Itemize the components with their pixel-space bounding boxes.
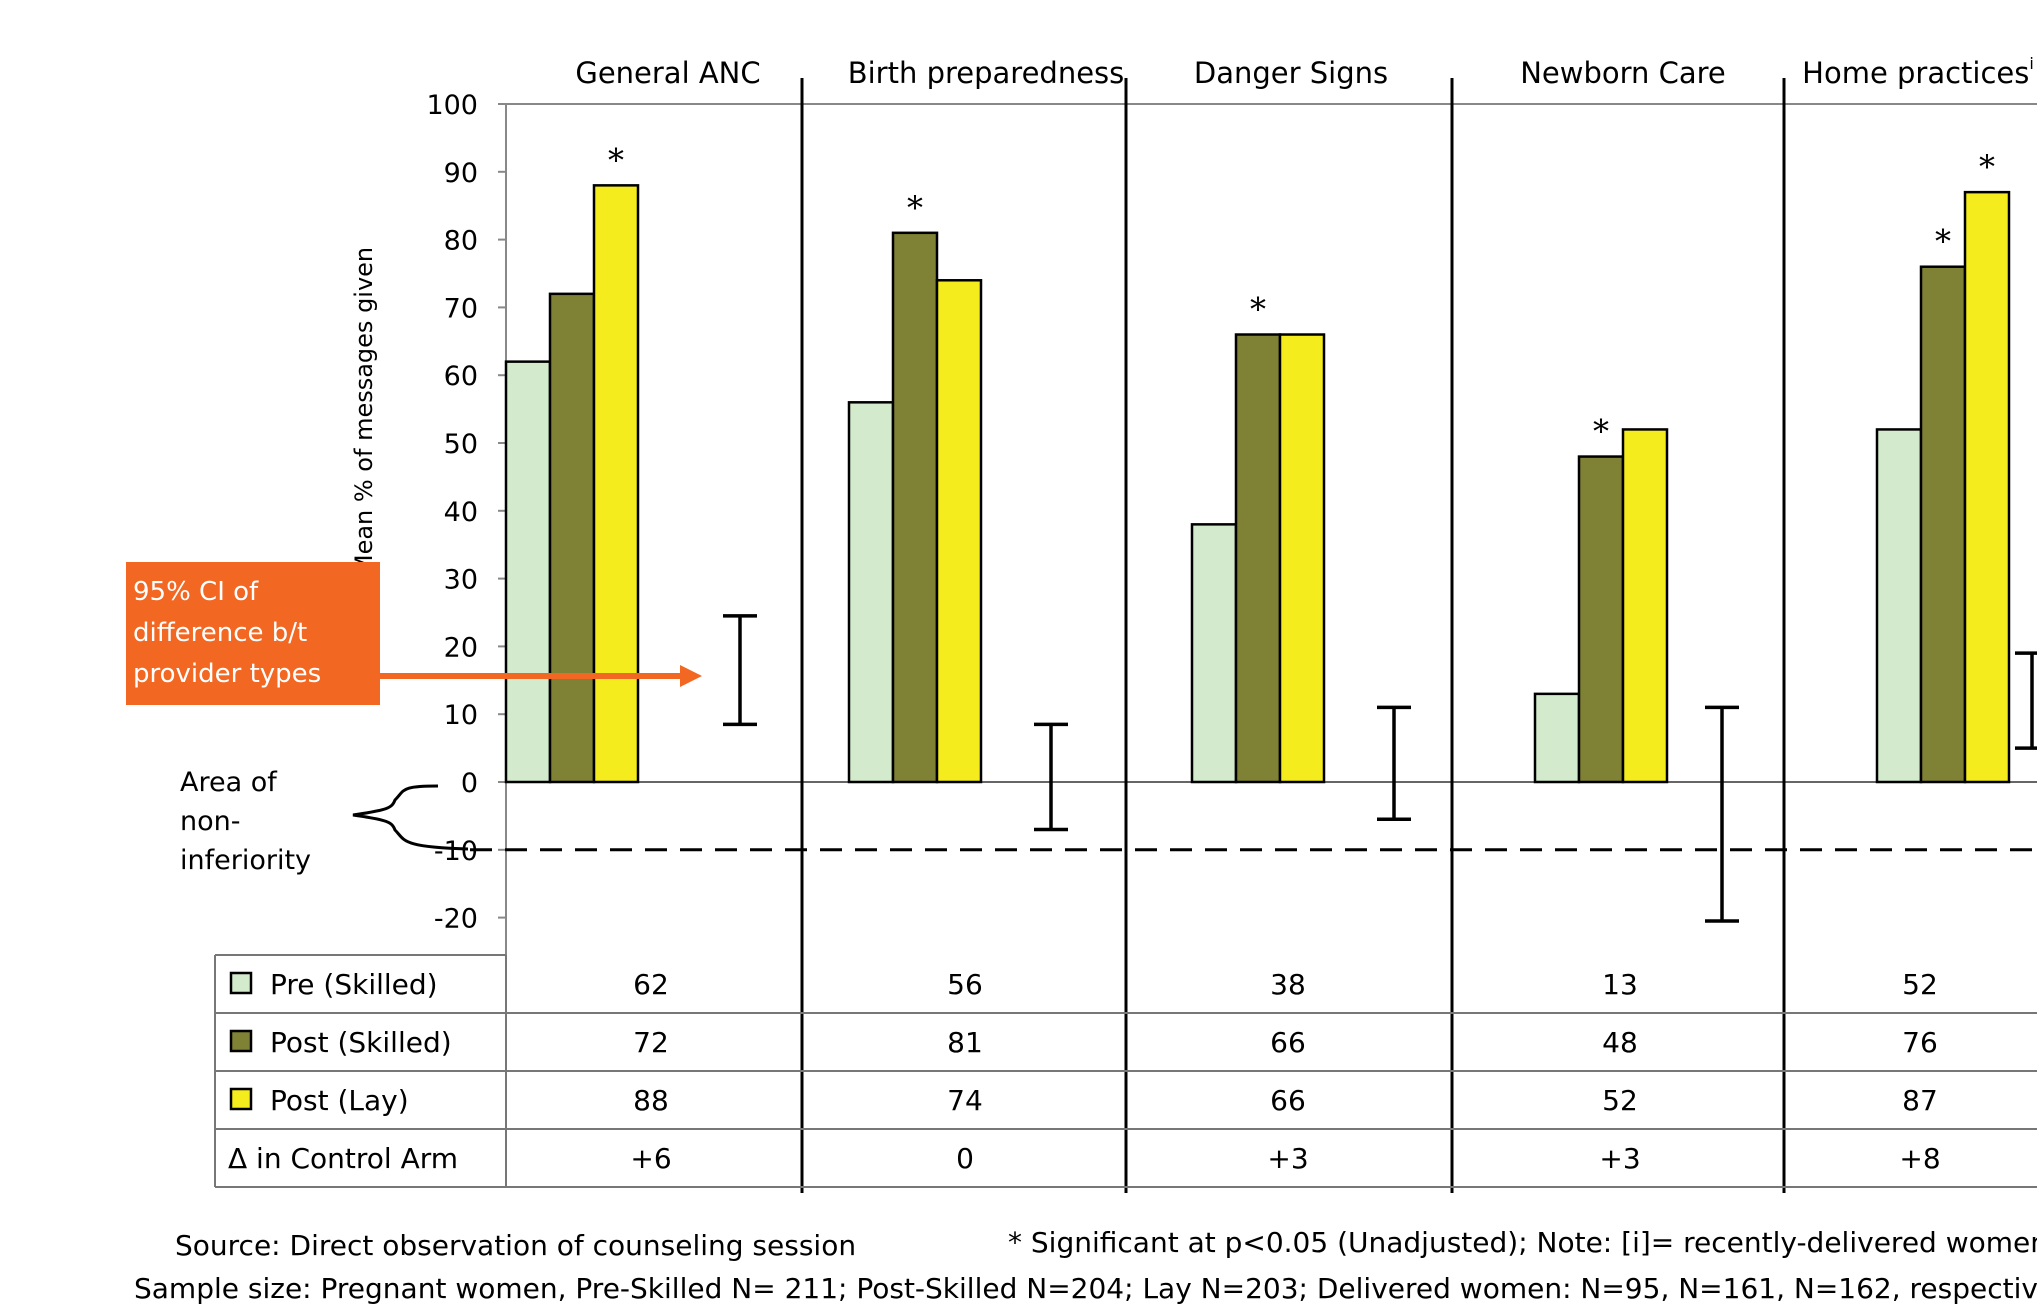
table-cell: 38 [1270,968,1306,1001]
bar [935,279,983,784]
ci-note-line: difference b/t [133,618,308,648]
y-tick-label: 40 [444,497,478,528]
non-inferiority-brace [352,784,469,851]
significance-mark: * [608,141,624,179]
y-tick-label: 20 [444,632,478,663]
footer-significance: * Significant at p<0.05 (Unadjusted); No… [1008,1226,2037,1259]
bar [1621,428,1669,784]
category-title: General ANC [575,56,760,90]
text-layer: -20 -10 0 10 20 30 40 50 60 70 80 90 100 Mean % of me… [350,54,2034,935]
table-cell: 81 [947,1026,983,1059]
bar [891,231,939,784]
legend-swatch [229,971,253,995]
y-tick-label: 70 [444,293,478,324]
bar [1577,455,1625,784]
table-cell: 52 [1602,1084,1638,1117]
table-cell: 56 [947,968,983,1001]
table-cell: 62 [633,968,669,1001]
footer-source: Source: Direct observation of counseling… [175,1229,857,1262]
y-tick-label: -20 [434,904,478,935]
table-cell: +6 [630,1142,671,1175]
category-title: Newborn Care [1520,56,1726,90]
bar [1963,190,2011,784]
table-cell: +3 [1599,1142,1640,1175]
bar [1234,333,1282,784]
bar [1533,692,1581,784]
table-cell: +3 [1267,1142,1308,1175]
significance-mark: * [1935,223,1951,261]
table-cell: 76 [1902,1026,1938,1059]
table-cell: 52 [1902,968,1938,1001]
y-tick-label: 60 [444,361,478,392]
legend-swatch [229,1029,253,1053]
table-row-label: Δ in Control Arm [228,1142,458,1175]
area-label-line: Area of [180,767,277,798]
significance-mark: * [907,189,923,227]
bar [592,184,640,784]
y-tick-label: 100 [426,90,478,121]
area-label-line: non- [180,806,241,837]
category-title: Danger Signs [1194,56,1388,90]
table-cell: 74 [947,1084,983,1117]
bar-layer [504,184,2011,784]
category-title: Birth preparedness [848,56,1125,90]
table-cell: 66 [1270,1026,1306,1059]
table-cell: 88 [633,1084,669,1117]
ci-note-line: 95% CI of [133,577,259,607]
legend-swatch [229,1087,253,1111]
ci-note-line: provider types [133,659,322,689]
y-tick-label: 0 [461,768,478,799]
bar [1278,333,1326,784]
bar [504,360,552,784]
y-tick-label: -10 [434,836,478,867]
bar [1875,428,1923,784]
area-label-line: inferiority [180,845,312,876]
y-axis-label: Mean % of messages given [350,247,378,575]
table-cell: 66 [1270,1084,1306,1117]
table-cell: 87 [1902,1084,1938,1117]
table-row-label: Post (Lay) [270,1084,409,1117]
significance-mark: * [1979,148,1995,186]
significance-mark: * [1593,413,1609,451]
y-tick-label: 30 [444,565,478,596]
category-title: Home practicesi [1802,54,2034,90]
bar [1919,265,1967,784]
table-row-label: Post (Skilled) [270,1026,452,1059]
bar [548,292,596,784]
ci-callout-arrow [380,665,702,687]
table-row-label: Pre (Skilled) [270,968,438,1001]
ci-callout-note: 95% CI of difference b/t provider types [126,562,380,705]
table-cell: 48 [1602,1026,1638,1059]
table-cell: 0 [956,1142,974,1175]
y-tick-label: 80 [444,226,478,257]
non-inferiority-label: Area of non- inferiority [180,763,311,880]
significance-mark: * [1250,291,1266,329]
y-tick-label: 10 [444,700,478,731]
table-cell: 13 [1602,968,1638,1001]
y-tick-label: 50 [444,429,478,460]
table-layer: Pre (Skilled) 62 56 38 13 52 Post (Skilled) 72 8… [214,954,2037,1188]
y-tick-label: 90 [444,158,478,189]
bar [847,401,895,784]
category-superscript: i [2029,54,2033,73]
table-cell: 72 [633,1026,669,1059]
bar [1190,523,1238,784]
ci-layer [723,614,2037,923]
footer-sample-size: Sample size: Pregnant women, Pre-Skilled… [134,1272,2037,1305]
table-cell: +8 [1899,1142,1940,1175]
